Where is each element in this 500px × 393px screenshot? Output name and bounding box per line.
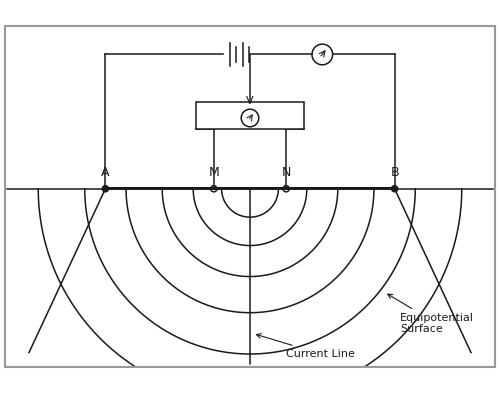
Circle shape <box>392 185 398 192</box>
Text: Current Line: Current Line <box>256 334 355 359</box>
Text: M: M <box>208 167 219 180</box>
Text: V: V <box>246 96 254 106</box>
Text: A: A <box>101 167 110 180</box>
Text: B: B <box>390 167 399 180</box>
Text: N: N <box>282 167 291 180</box>
Bar <box>196 103 304 129</box>
Text: Equipotential
Surface: Equipotential Surface <box>388 294 474 334</box>
Circle shape <box>102 185 108 192</box>
